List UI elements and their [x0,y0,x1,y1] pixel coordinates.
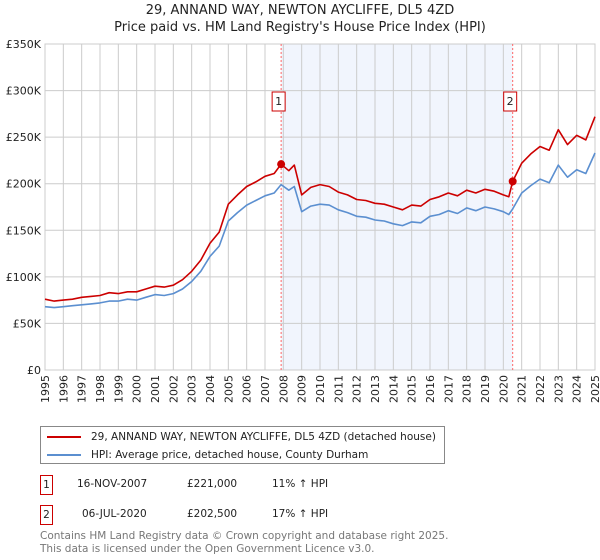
x-tick-label: 2016 [424,375,437,403]
sale-marker-badge [503,91,518,112]
footer-licence: This data is licensed under the Open Gov… [40,543,375,555]
sale-marker-label: 1 [275,95,282,108]
transaction-hpi: 17% ↑ HPI [272,508,329,520]
x-tick-label: 2020 [497,375,510,403]
x-tick-label: 2001 [149,375,162,403]
transaction-date: 06-JUL-2020 [82,508,147,520]
x-tick-label: 2000 [131,375,144,403]
legend-blue-line-icon [47,453,81,456]
x-tick-label: 2008 [277,375,290,403]
x-tick-label: 1995 [39,375,52,403]
plot-border [44,43,596,371]
x-tick-label: 2024 [571,375,584,403]
y-tick-label: £150K [6,224,42,237]
chart-title: 29, ANNAND WAY, NEWTON AYCLIFFE, DL5 4ZD [145,3,455,18]
y-tick-label: £350K [6,38,42,51]
transaction-row: 2 06-JUL-2020 £202,500 17% ↑ HPI [40,505,440,525]
x-tick-label: 2011 [332,375,345,403]
x-tick-label: 2002 [167,375,180,403]
chart-subtitle: Price paid vs. HM Land Registry's House … [114,20,486,35]
transaction-badge: 1 [40,475,53,495]
transaction-price: £202,500 [187,508,238,520]
legend-red-line-icon [47,435,81,438]
x-tick-label: 2003 [186,375,199,403]
x-tick-label: 1998 [94,375,107,403]
y-tick-label: £300K [6,85,42,98]
x-tick-label: 2015 [406,375,419,403]
transaction-row: 1 16-NOV-2007 £221,000 11% ↑ HPI [40,475,440,495]
x-tick-label: 2019 [479,375,492,403]
footer: Contains HM Land Registry data © Crown c… [40,530,448,556]
sale-marker-label: 2 [507,95,514,108]
x-tick-label: 1999 [112,375,125,403]
x-tick-label: 2010 [314,375,327,403]
x-tick-label: 2022 [534,375,547,403]
sale-marker-badge [271,91,286,112]
legend-label: 29, ANNAND WAY, NEWTON AYCLIFFE, DL5 4ZD… [91,430,436,443]
y-tick-label: £100K [6,271,42,284]
y-tick-label: £50K [13,317,42,330]
footer-copyright: Contains HM Land Registry data © Crown c… [40,530,449,542]
transaction-price: £221,000 [187,478,238,490]
y-tick-label: £250K [6,131,42,144]
x-tick-label: 2021 [516,375,529,403]
transaction-badge: 2 [40,505,53,525]
x-tick-label: 2007 [259,375,272,403]
transaction-hpi: 11% ↑ HPI [272,478,329,490]
x-tick-label: 2004 [204,375,217,403]
x-tick-label: 2023 [552,375,565,403]
x-tick-label: 2018 [461,375,474,403]
x-tick-label: 2005 [222,375,235,403]
x-tick-label: 2014 [387,375,400,403]
x-tick-label: 1997 [76,375,89,403]
y-tick-label: £0 [27,364,41,377]
x-tick-label: 2012 [351,375,364,403]
transaction-date: 16-NOV-2007 [77,478,148,490]
legend-item-hpi: HPI: Average price, detached house, Coun… [41,446,436,463]
x-tick-label: 2025 [589,375,600,403]
sale-point [277,160,286,169]
hpi-series-line [44,152,596,309]
legend-label: HPI: Average price, detached house, Coun… [91,448,369,461]
property-series-line [44,116,596,302]
chart-area: 1995 1996 1997 1998 1999 2000 2001 2002 2003 2004… [6,38,600,403]
x-tick-label: 2009 [296,375,309,403]
x-tick-label: 1996 [57,375,70,403]
x-tick-label: 2013 [369,375,382,403]
legend-item-property: 29, ANNAND WAY, NEWTON AYCLIFFE, DL5 4ZD… [41,428,436,445]
x-tick-label: 2017 [442,375,455,403]
ownership-shaded-region [281,44,513,370]
y-tick-label: £200K [6,178,42,191]
x-tick-label: 2006 [241,375,254,403]
sale-point [508,177,517,186]
legend: 29, ANNAND WAY, NEWTON AYCLIFFE, DL5 4ZD… [40,426,445,464]
